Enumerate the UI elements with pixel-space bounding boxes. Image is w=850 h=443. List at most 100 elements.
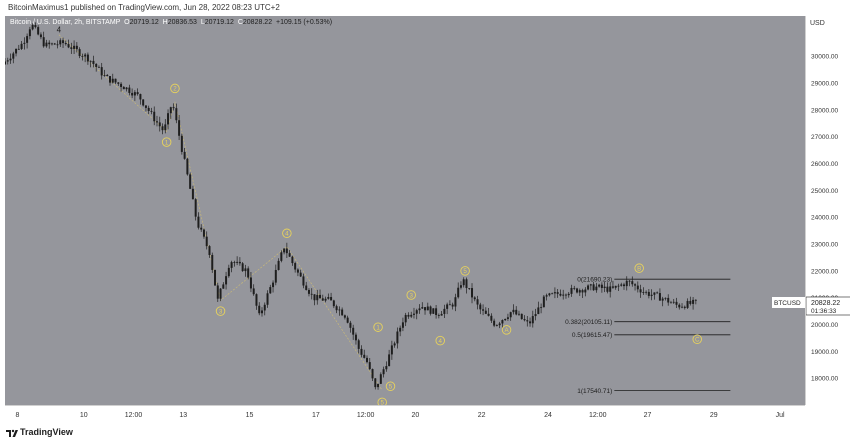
candle-body — [589, 284, 592, 286]
candle-body — [4, 61, 6, 65]
candle-body — [56, 44, 59, 46]
candle-body — [567, 293, 570, 296]
price-axis[interactable]: USD 18000.0019000.0020000.0021000.002200… — [805, 16, 850, 405]
price-chart[interactable]: 0(21690.23) 0.382(20105.11) 0.5(19615.47) 1… — [4, 16, 805, 408]
candle-body — [191, 188, 194, 200]
candle-body — [573, 287, 576, 289]
candle-body — [471, 288, 474, 298]
candle-body — [669, 302, 672, 304]
candle-body — [564, 294, 567, 296]
chart-legend: Bitcoin / U.S. Dollar, 2h, BITSTAMP O207… — [10, 19, 332, 26]
candle-body — [28, 29, 31, 37]
candle-body — [379, 374, 382, 384]
candle-body — [81, 55, 84, 57]
price-tag-price: 20828.22 — [811, 300, 840, 307]
candle-body — [540, 307, 543, 309]
time-axis[interactable]: 8 10 12:00 13 15 17 12:00 20 22 24 12:00 27 29 Jul — [5, 405, 805, 424]
candle-body — [117, 82, 120, 84]
candles — [4, 22, 697, 390]
candle-body — [219, 288, 222, 299]
candle-body — [139, 94, 142, 100]
candle-body — [404, 314, 407, 323]
fib-level-label: 0.382(20105.11) — [565, 319, 612, 326]
candle-body — [86, 54, 89, 62]
candle-body — [280, 252, 283, 261]
candle-body — [426, 306, 429, 311]
candle-body — [653, 292, 656, 295]
candle-body — [222, 284, 225, 289]
wave-label-circle — [501, 325, 512, 335]
wave-label-circle — [406, 290, 416, 300]
candle-body — [341, 309, 344, 316]
candle-body — [310, 293, 313, 295]
x-tick-label: 22 — [478, 412, 486, 419]
candle-body — [109, 76, 112, 83]
candle-body — [631, 281, 634, 285]
candle-body — [197, 216, 200, 228]
candle-body — [241, 263, 244, 272]
wave-label: A — [504, 327, 509, 334]
publish-header: BitcoinMaximus1 published on TradingView… — [0, 0, 850, 16]
candle-body — [584, 289, 587, 293]
candle-body — [227, 267, 230, 277]
footer-brand: TradingView — [20, 427, 73, 437]
wave-label: 3 — [409, 292, 413, 299]
candle-body — [454, 297, 457, 307]
x-tick-label: Jul — [776, 412, 785, 419]
candle-body — [490, 315, 493, 321]
candle-body — [415, 310, 418, 314]
chart-area[interactable]: 0(21690.23) 0.382(20105.11) 0.5(19615.47) 1… — [4, 16, 805, 408]
candle-body — [70, 47, 73, 49]
candle-body — [570, 287, 573, 294]
x-tick-label: 13 — [179, 412, 187, 419]
candle-body — [424, 307, 427, 311]
price-axis-svg: USD 18000.0019000.0020000.0021000.002200… — [805, 20, 850, 383]
candle-body — [338, 309, 341, 311]
candle-body — [357, 340, 360, 349]
candle-body — [255, 294, 258, 306]
candle-body — [20, 43, 23, 49]
candle-body — [551, 293, 554, 295]
candle-body — [650, 294, 653, 296]
candle-body — [609, 286, 612, 292]
candle-body — [53, 43, 56, 45]
candle-body — [307, 289, 310, 294]
candle-body — [664, 297, 667, 299]
wave-label-circle — [460, 266, 470, 276]
candle-body — [26, 36, 29, 43]
candle-body — [158, 122, 161, 127]
candle-body — [542, 296, 545, 308]
y-tick-label: 26000.00 — [811, 161, 838, 168]
legend-h-label: H — [162, 19, 168, 26]
candle-body — [302, 276, 305, 286]
candle-body — [294, 263, 297, 270]
candle-body — [393, 343, 396, 346]
candle-body — [78, 49, 81, 56]
candle-body — [247, 268, 250, 278]
candle-body — [136, 92, 139, 95]
fib-levels: 0(21690.23) 0.382(20105.11) 0.5(19615.47) 1… — [565, 276, 731, 395]
candle-body — [672, 301, 675, 303]
y-tick-label: 27000.00 — [811, 134, 838, 141]
x-tick-label: 15 — [246, 412, 254, 419]
candle-body — [645, 291, 648, 293]
candle-body — [534, 314, 537, 317]
candle-body — [238, 261, 241, 264]
candle-body — [675, 301, 678, 305]
time-axis-svg: 8 10 12:00 13 15 17 12:00 20 22 24 12:00 27 29 Jul — [15, 412, 785, 419]
candle-body — [324, 298, 327, 301]
candle-body — [172, 107, 175, 109]
candle-body — [128, 87, 131, 93]
candle-body — [291, 256, 294, 264]
candle-body — [216, 285, 219, 299]
candle-body — [299, 272, 302, 277]
wave-label-circle — [373, 322, 383, 332]
candle-body — [462, 279, 465, 286]
candle-body — [448, 304, 451, 306]
candle-body — [330, 297, 333, 301]
x-tick-label: 27 — [644, 412, 652, 419]
candle-body — [332, 300, 335, 307]
candle-body — [366, 357, 369, 363]
candle-body — [186, 158, 189, 175]
candle-body — [327, 297, 330, 299]
